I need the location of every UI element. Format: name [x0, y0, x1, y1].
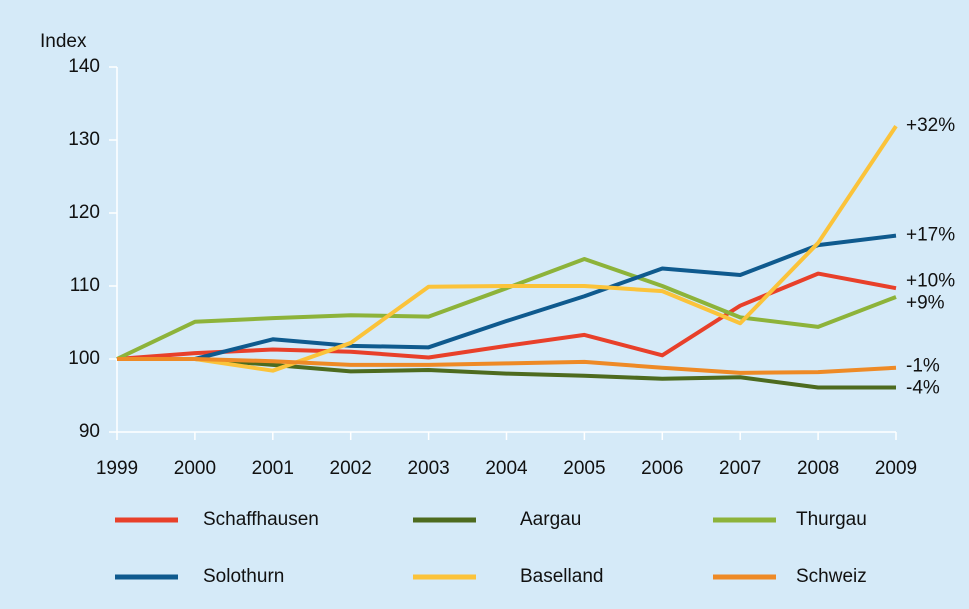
end-label: +9% — [906, 293, 945, 314]
x-tick-label: 2009 — [875, 458, 917, 479]
series-line — [117, 233, 897, 361]
y-axis-label: Index — [40, 31, 87, 52]
y-tick-label: 110 — [70, 275, 100, 296]
legend-label: Thurgau — [796, 509, 867, 530]
legend-label: Schaffhausen — [203, 509, 319, 530]
legend-label: Solothurn — [203, 566, 284, 587]
end-label: -4% — [906, 378, 940, 399]
x-tick-label: 2004 — [485, 458, 528, 479]
y-tick-label: 90 — [79, 421, 100, 442]
legend-label: Baselland — [520, 566, 603, 587]
series-line — [116, 256, 897, 361]
end-label: +32% — [906, 115, 955, 136]
legend-label: Aargau — [520, 509, 581, 530]
x-tick-label: 2005 — [563, 458, 605, 479]
x-tick-label: 2002 — [330, 458, 372, 479]
series-line — [117, 357, 896, 390]
y-tick-label: 100 — [68, 348, 100, 369]
x-tick-label: 2003 — [407, 458, 449, 479]
end-label: +17% — [906, 225, 955, 246]
series-line — [117, 357, 897, 375]
end-label: -1% — [906, 356, 940, 377]
legend-label: Schweiz — [796, 566, 867, 587]
y-tick-label: 130 — [68, 129, 100, 150]
x-tick-label: 2006 — [641, 458, 683, 479]
end-label: +10% — [906, 271, 955, 292]
x-tick-label: 2008 — [797, 458, 839, 479]
y-tick-label: 140 — [68, 56, 100, 77]
x-tick-label: 1999 — [96, 458, 138, 479]
series-line — [117, 125, 898, 373]
x-tick-label: 2001 — [252, 458, 294, 479]
x-tick-label: 2007 — [719, 458, 761, 479]
y-tick-label: 120 — [68, 202, 100, 223]
x-tick-label: 2000 — [174, 458, 216, 479]
